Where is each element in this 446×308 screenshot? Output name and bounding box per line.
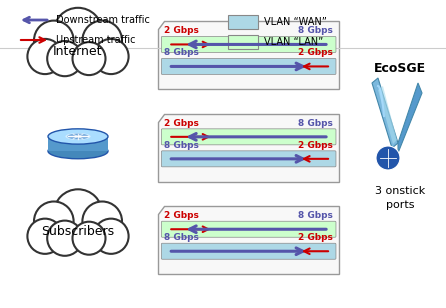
Ellipse shape — [66, 133, 91, 140]
FancyBboxPatch shape — [228, 35, 258, 49]
Polygon shape — [158, 114, 339, 182]
Ellipse shape — [67, 134, 89, 139]
Text: 2 Gbps: 2 Gbps — [164, 26, 199, 35]
Polygon shape — [372, 78, 398, 148]
FancyBboxPatch shape — [161, 129, 336, 145]
Text: 2 Gbps: 2 Gbps — [164, 119, 199, 128]
Text: EcoSGE: EcoSGE — [374, 62, 426, 75]
Text: Subscribers: Subscribers — [41, 225, 115, 238]
Polygon shape — [378, 86, 397, 144]
Text: 8 Gbps: 8 Gbps — [298, 211, 333, 220]
Circle shape — [54, 189, 102, 238]
Circle shape — [34, 21, 74, 60]
Circle shape — [27, 39, 62, 74]
Polygon shape — [158, 22, 339, 89]
Text: 2 Gbps: 2 Gbps — [298, 233, 333, 242]
Circle shape — [376, 146, 400, 170]
Circle shape — [83, 21, 122, 60]
Circle shape — [93, 219, 128, 254]
Text: 8 Gbps: 8 Gbps — [298, 26, 333, 35]
Text: 2 Gbps: 2 Gbps — [298, 48, 333, 57]
Text: 8 Gbps: 8 Gbps — [164, 233, 199, 242]
Circle shape — [47, 41, 83, 76]
Text: VLAN “LAN”: VLAN “LAN” — [264, 37, 323, 47]
Circle shape — [73, 42, 106, 75]
Polygon shape — [158, 206, 339, 274]
Text: 3 onstick
ports: 3 onstick ports — [375, 186, 425, 210]
Text: VLAN “WAN”: VLAN “WAN” — [264, 17, 327, 27]
Text: Upstream traffic: Upstream traffic — [56, 35, 136, 45]
Polygon shape — [398, 83, 422, 153]
FancyBboxPatch shape — [161, 221, 336, 237]
FancyBboxPatch shape — [161, 151, 336, 167]
Circle shape — [34, 201, 74, 241]
Text: 8 Gbps: 8 Gbps — [164, 48, 199, 57]
Ellipse shape — [48, 129, 108, 144]
Circle shape — [73, 222, 106, 255]
Text: Internet: Internet — [53, 45, 103, 58]
Circle shape — [54, 8, 102, 56]
Polygon shape — [48, 136, 108, 151]
Text: 2 Gbps: 2 Gbps — [298, 141, 333, 150]
Circle shape — [93, 39, 128, 74]
Ellipse shape — [48, 144, 108, 159]
FancyBboxPatch shape — [228, 15, 258, 29]
FancyBboxPatch shape — [161, 243, 336, 259]
Text: 8 Gbps: 8 Gbps — [298, 119, 333, 128]
Text: Downstream traffic: Downstream traffic — [56, 15, 150, 25]
Text: 2 Gbps: 2 Gbps — [164, 211, 199, 220]
Circle shape — [27, 219, 62, 254]
FancyBboxPatch shape — [161, 59, 336, 75]
Circle shape — [47, 221, 83, 256]
FancyBboxPatch shape — [161, 36, 336, 52]
Text: 8 Gbps: 8 Gbps — [164, 141, 199, 150]
Circle shape — [83, 201, 122, 241]
